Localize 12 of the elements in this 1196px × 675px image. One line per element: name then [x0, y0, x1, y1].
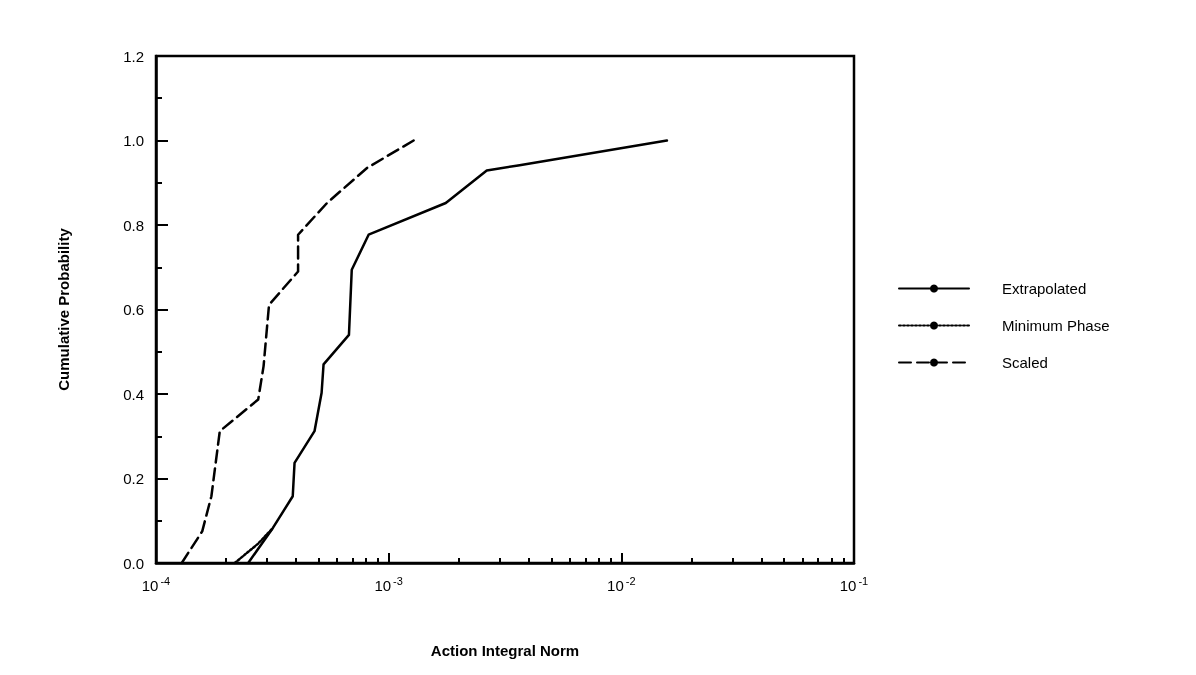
y-tick-label: 0.8 — [123, 216, 144, 234]
y-tick-label: 1.2 — [123, 47, 144, 65]
y-tick-label: 0.0 — [123, 554, 144, 572]
legend-label: Extrapolated — [1002, 280, 1087, 297]
x-axis-title: Action Integral Norm — [430, 642, 580, 659]
y-tick-label: 0.2 — [123, 470, 144, 487]
y-tick-label: 1.0 — [123, 132, 144, 149]
legend-label: Minimum Phase — [1002, 317, 1110, 334]
y-axis-title: Cumulative Probability — [55, 227, 72, 391]
legend-label: Scaled — [1002, 354, 1048, 371]
y-tick-label: 0.4 — [123, 385, 144, 403]
y-tick-label: 0.6 — [123, 301, 144, 318]
